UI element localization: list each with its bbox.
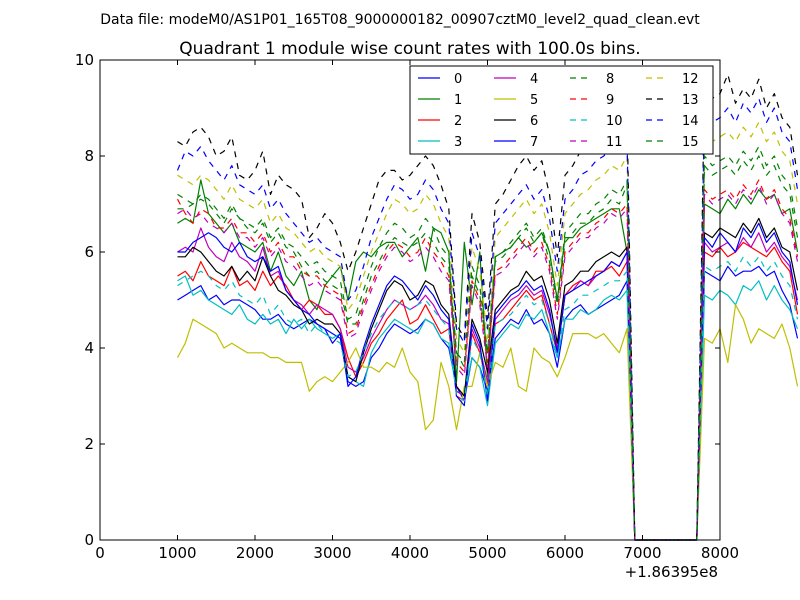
x-tick-label: 7000 [623, 544, 661, 562]
y-tick-label: 10 [75, 51, 94, 69]
legend-label-14: 14 [682, 114, 699, 129]
x-tick-label: 0 [95, 544, 105, 562]
chart-suptitle: Data file: modeM0/AS1P01_165T08_90000001… [100, 12, 700, 28]
legend-label-7: 7 [530, 135, 538, 150]
chart-title: Quadrant 1 module wise count rates with … [179, 39, 640, 59]
legend-label-13: 13 [682, 93, 699, 108]
x-tick-label: 2000 [236, 544, 274, 562]
legend-label-12: 12 [682, 72, 699, 87]
legend-label-6: 6 [530, 114, 538, 129]
x-tick-label: 5000 [468, 544, 506, 562]
x-tick-label: 4000 [391, 544, 429, 562]
legend-label-0: 0 [454, 72, 462, 87]
series-line-9 [176, 179, 799, 541]
x-tick-label: 6000 [546, 544, 584, 562]
legend-label-2: 2 [454, 114, 462, 129]
legend-label-10: 10 [606, 114, 623, 129]
legend-label-3: 3 [454, 135, 462, 150]
y-tick-label: 2 [84, 435, 94, 453]
legend-label-8: 8 [606, 72, 614, 87]
series-line-13 [177, 73, 799, 541]
legend-label-15: 15 [682, 135, 699, 150]
series-line-8 [177, 155, 799, 541]
y-tick-label: 4 [84, 339, 94, 357]
legend-label-9: 9 [606, 93, 614, 108]
x-offset-label: +1.86395e8 [625, 563, 718, 581]
x-tick-label: 3000 [313, 544, 351, 562]
legend-label-1: 1 [454, 93, 462, 108]
legend-box [409, 65, 714, 155]
legend-label-4: 4 [530, 72, 538, 87]
legend-label-11: 11 [606, 135, 623, 150]
legend-label-5: 5 [530, 93, 538, 108]
x-tick-label: 1000 [158, 544, 196, 562]
x-tick-label: 8000 [701, 544, 739, 562]
y-tick-label: 8 [84, 147, 94, 165]
series-line-12 [177, 121, 799, 541]
y-tick-label: 0 [84, 531, 94, 549]
y-tick-label: 6 [84, 243, 94, 261]
